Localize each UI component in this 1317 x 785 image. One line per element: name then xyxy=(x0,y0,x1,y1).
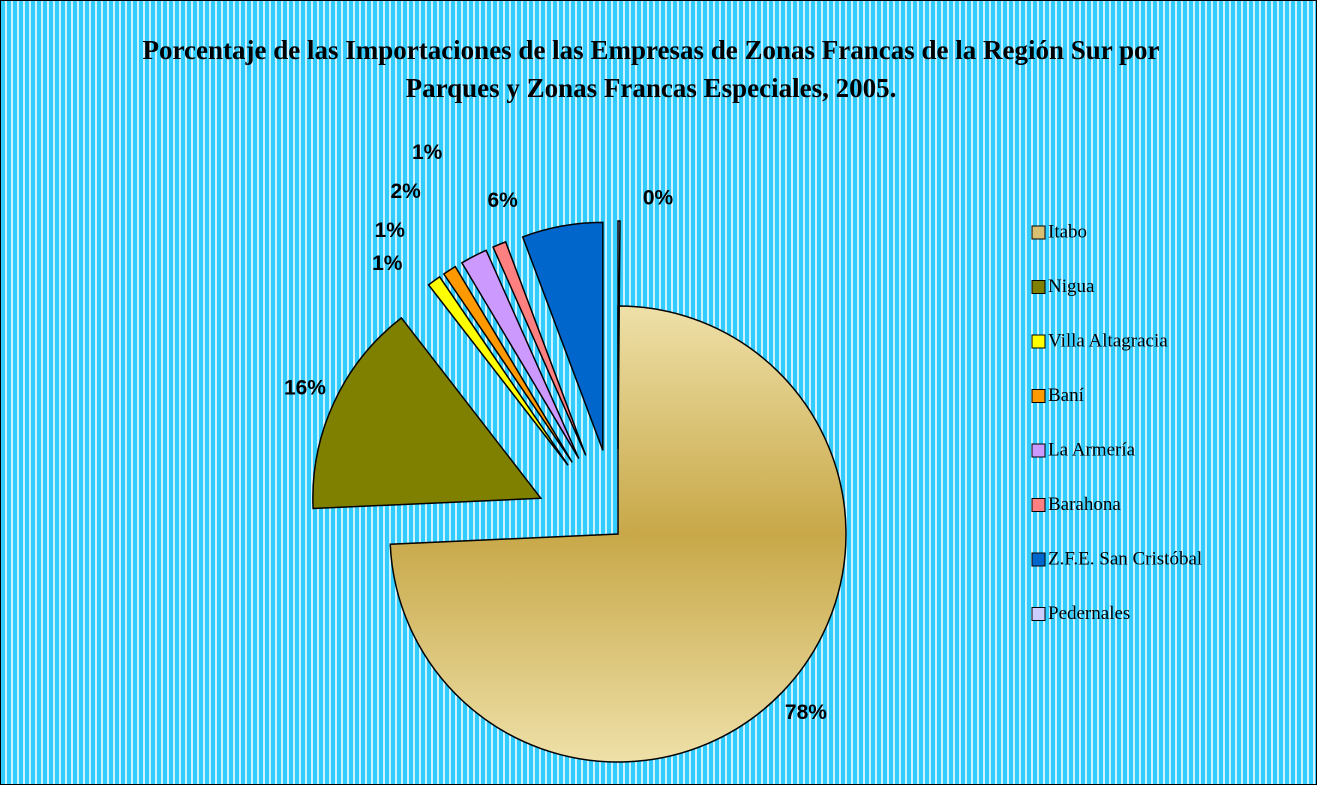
data-label: 1% xyxy=(412,141,443,164)
data-label: 6% xyxy=(487,189,518,212)
pie-slice xyxy=(521,221,604,451)
data-label: 1% xyxy=(375,219,406,242)
pie-slice xyxy=(460,249,580,459)
pie-slice xyxy=(312,316,543,510)
legend-label: Barahona xyxy=(1048,494,1121,515)
legend-label: Nigua xyxy=(1048,276,1095,297)
legend-label: Pedernales xyxy=(1048,603,1130,624)
legend-swatch xyxy=(1031,443,1046,458)
chart-title: Porcentaje de las Importaciones de las E… xyxy=(142,35,1160,103)
legend-swatch xyxy=(1031,498,1046,512)
data-label: 2% xyxy=(390,180,421,203)
legend-swatch xyxy=(1031,552,1046,567)
pie-slice xyxy=(389,305,847,763)
data-label: 78% xyxy=(785,701,827,724)
legend-label: La Armería xyxy=(1048,439,1136,460)
pie-slice xyxy=(492,240,587,456)
data-label: 0% xyxy=(643,187,674,210)
legend-label: Itabo xyxy=(1048,221,1087,242)
legend-swatch xyxy=(1031,389,1046,403)
legend-label: Villa Altagracia xyxy=(1048,330,1168,351)
legend-label: Baní xyxy=(1048,385,1085,406)
legend-swatch xyxy=(1031,280,1046,294)
data-label: 1% xyxy=(372,252,403,275)
legend-swatch xyxy=(1031,225,1046,240)
legend-label: Z.F.E. San Cristóbal xyxy=(1048,548,1202,569)
legend-swatch xyxy=(1031,334,1046,349)
pie-slice xyxy=(427,275,569,466)
legend-swatch xyxy=(1031,607,1046,621)
pie-slice xyxy=(442,265,573,463)
pie-slice xyxy=(617,220,621,450)
data-label: 16% xyxy=(284,377,326,400)
